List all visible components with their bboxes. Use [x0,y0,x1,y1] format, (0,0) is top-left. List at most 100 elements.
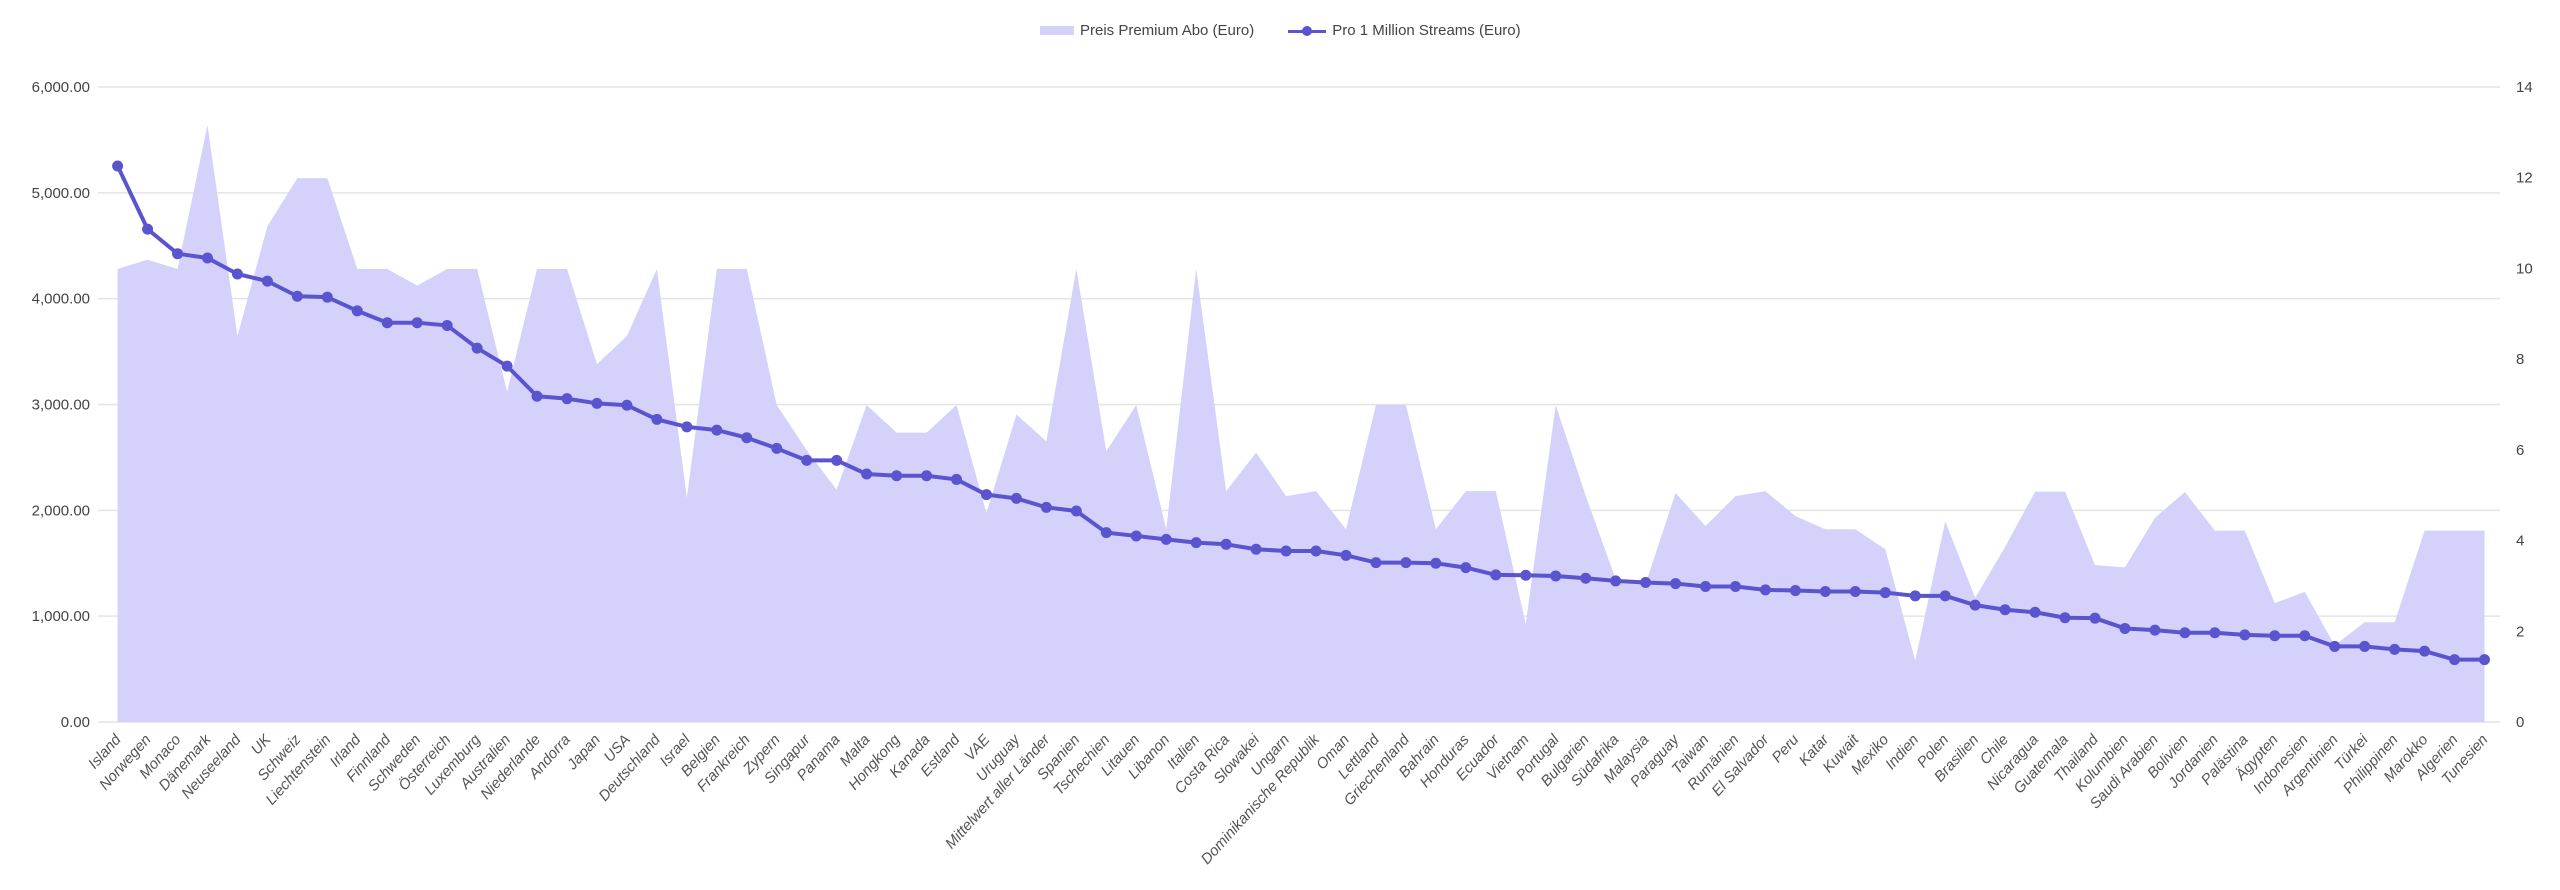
streams-point [1849,586,1861,598]
streams-point [1789,585,1801,597]
streams-point [1460,562,1472,574]
area-swatch-icon [1040,26,1074,35]
right-axis-tick-label: 4 [2516,533,2524,550]
streams-point [2149,624,2161,636]
streams-point [1490,569,1502,581]
streams-point [1909,590,1921,602]
streams-point [831,454,843,466]
legend-item-premium[interactable]: Preis Premium Abo (Euro) [1040,22,1254,39]
streams-point [471,342,483,354]
streams-point [501,360,513,372]
streams-point [591,397,603,409]
streams-point [411,317,423,329]
streams-point [2299,630,2311,642]
streams-point [142,223,154,235]
streams-point [2089,612,2101,624]
streams-point [1640,577,1652,589]
streams-point [351,305,363,317]
streams-point [2059,612,2071,624]
left-axis-tick-label: 3,000.00 [32,397,90,414]
streams-point [2269,630,2281,642]
streams-point [1759,584,1771,596]
left-axis-tick-label: 6,000.00 [32,79,90,96]
streams-point [1340,549,1352,561]
streams-point [561,393,573,405]
streams-point [1250,543,1262,555]
streams-point [741,432,753,444]
streams-point [1999,604,2011,616]
streams-point [231,268,243,280]
streams-point [261,275,273,287]
left-axis-tick-label: 1,000.00 [32,608,90,625]
line-marker-swatch-icon [1288,24,1327,38]
streams-point [531,390,543,402]
streams-point [1070,505,1082,517]
streams-point [201,252,213,264]
streams-point [381,317,393,329]
streams-point [711,424,723,436]
streams-point [2209,627,2221,639]
streams-point [2359,640,2371,652]
streams-point [1550,570,1562,582]
streams-point [2389,643,2401,655]
x-axis-label: Indien [1882,731,1922,773]
streams-point [651,413,663,425]
right-axis-tick-label: 0 [2516,714,2524,731]
streams-point [1040,501,1052,513]
streams-point [1130,530,1142,542]
streams-point [1580,572,1592,584]
streams-point [801,454,813,466]
streams-point [2239,629,2251,641]
streams-point [2479,654,2490,666]
right-axis-tick-label: 2 [2516,623,2524,640]
right-axis-tick-label: 12 [2516,170,2533,187]
streams-point [861,468,873,480]
x-axis-label: Japan [563,731,604,773]
streams-point [681,421,693,433]
right-axis-tick-label: 14 [2516,79,2533,96]
streams-point [1190,537,1202,549]
left-axis-tick-label: 2,000.00 [32,502,90,519]
streams-point [921,470,933,482]
streams-point [2179,627,2191,639]
streams-point [1520,569,1532,581]
streams-point [891,470,903,482]
streams-point [1670,578,1682,590]
streams-point [1100,527,1112,539]
premium-price-area [117,125,2485,723]
left-axis-tick-label: 0.00 [61,714,90,731]
streams-point [1400,557,1412,569]
streams-point [2029,606,2041,618]
streams-point [951,473,963,485]
legend-label-premium: Preis Premium Abo (Euro) [1080,22,1255,39]
streams-point [1969,599,1981,611]
streams-point [321,291,333,303]
streams-point [1280,545,1292,557]
streams-point [172,248,184,260]
streams-point [1819,586,1831,598]
streams-point [2449,654,2461,666]
left-axis-tick-label: 4,000.00 [32,291,90,308]
streams-point [2329,640,2341,652]
right-axis-tick-label: 8 [2516,351,2524,368]
streams-point [1010,492,1022,504]
streams-point [1370,557,1382,569]
streams-point [441,319,453,331]
legend: Preis Premium Abo (Euro) Pro 1 Million S… [1040,22,1521,39]
streams-point [621,399,633,411]
streams-point [2119,622,2131,634]
legend-item-streams[interactable]: Pro 1 Million Streams (Euro) [1288,22,1521,39]
streams-point [1610,575,1622,587]
streams-point [980,489,992,501]
right-axis-tick-label: 10 [2516,260,2533,277]
streams-point [1220,538,1232,550]
streams-point [1700,581,1712,593]
left-axis-tick-label: 5,000.00 [32,185,90,202]
streams-point [112,160,124,172]
streams-point [1160,533,1172,545]
legend-label-streams: Pro 1 Million Streams (Euro) [1332,22,1521,39]
streams-point [291,290,303,302]
right-axis-tick-label: 6 [2516,442,2524,459]
streams-point [1939,590,1951,602]
